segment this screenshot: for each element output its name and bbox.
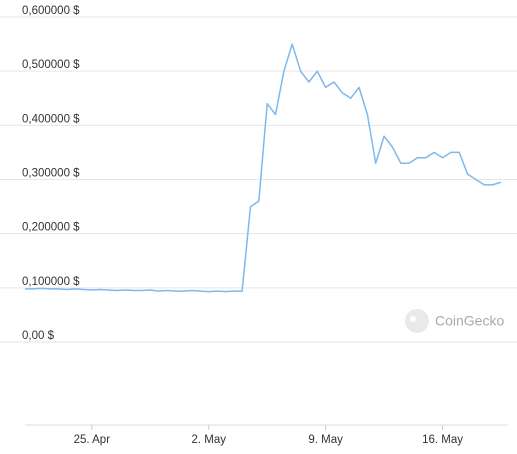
y-tick-label: 0,500000 $ <box>22 59 80 71</box>
y-tick-label: 0,100000 $ <box>22 276 80 288</box>
y-tick-label: 0,300000 $ <box>22 168 80 180</box>
y-tick-label: 0,00 $ <box>22 330 55 342</box>
y-tick-label: 0,600000 $ <box>22 5 80 17</box>
price-line <box>25 43 502 293</box>
watermark: CoinGecko <box>435 313 504 329</box>
x-tick-label: 2. May <box>191 434 226 446</box>
y-tick-label: 0,400000 $ <box>22 113 80 125</box>
y-tick-label: 0,200000 $ <box>22 222 80 234</box>
watermark-logo <box>405 309 429 333</box>
x-tick-label: 25. Apr <box>74 434 111 446</box>
x-tick-label: 9. May <box>308 434 343 446</box>
x-tick-label: 16. May <box>422 434 463 446</box>
